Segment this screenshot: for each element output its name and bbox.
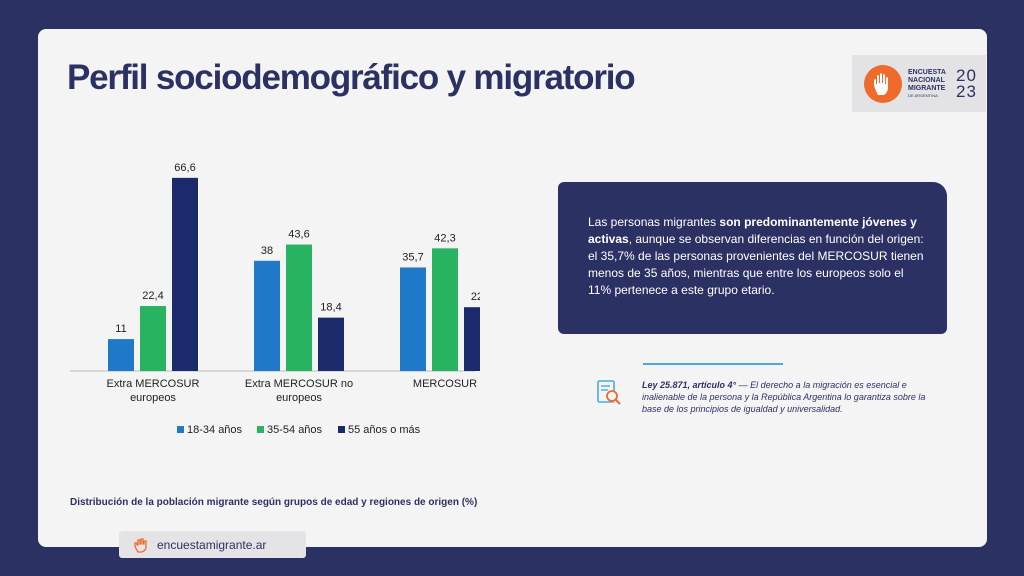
bar xyxy=(400,267,426,371)
legend-label: 18-34 años xyxy=(187,424,243,436)
bar xyxy=(254,260,280,371)
bar-chart: 11 22,4 66,6 Extra MERCOSUR europeos 38 43,6 18… xyxy=(70,162,480,436)
data-label: 66,6 xyxy=(174,162,195,174)
bar xyxy=(318,317,344,371)
bar xyxy=(140,306,166,371)
category-label: europeos xyxy=(130,392,176,404)
bar xyxy=(286,244,312,371)
legend-swatch xyxy=(338,426,345,433)
data-label: 22,4 xyxy=(142,290,163,302)
logo-year: 20 23 xyxy=(955,65,977,101)
data-label: 38 xyxy=(261,245,273,257)
data-label: 22 xyxy=(471,291,480,303)
info-box: Las personas migrantes son predominantem… xyxy=(558,182,947,334)
data-label: 42,3 xyxy=(434,232,455,244)
logo-wordmark: ENCUESTA NACIONAL MIGRANTE DE ARGENTINA xyxy=(908,69,946,98)
legend-label: 35-54 años xyxy=(267,424,323,436)
bar xyxy=(432,248,458,371)
legend-label: 55 años o más xyxy=(348,424,421,436)
data-label: 35,7 xyxy=(402,251,423,263)
document-search-icon xyxy=(597,380,621,405)
category-label: MERCOSUR xyxy=(413,378,477,390)
data-label: 43,6 xyxy=(288,229,309,241)
bar xyxy=(172,177,198,371)
info-text: Las personas migrantes son predominantem… xyxy=(588,215,924,297)
data-label: 11 xyxy=(115,323,126,335)
bar xyxy=(108,339,134,371)
legend-swatch xyxy=(257,426,264,433)
survey-logo: ENCUESTA NACIONAL MIGRANTE DE ARGENTINA … xyxy=(852,55,986,112)
hand-icon xyxy=(864,64,902,103)
category-label: europeos xyxy=(276,392,322,404)
legend-swatch xyxy=(177,426,184,433)
hand-icon xyxy=(134,537,147,553)
chart-caption: Distribución de la población migrante se… xyxy=(70,497,478,508)
divider xyxy=(643,363,783,365)
category-label: Extra MERCOSUR xyxy=(107,378,200,390)
law-quote: Ley 25.871, artículo 4° — El derecho a l… xyxy=(642,380,926,414)
website-link[interactable]: encuestamigrante.ar xyxy=(119,531,306,558)
category-label: Extra MERCOSUR no xyxy=(245,378,353,390)
website-url: encuestamigrante.ar xyxy=(157,537,267,552)
data-label: 18,4 xyxy=(320,302,341,314)
bar xyxy=(464,307,480,371)
page-title: Perfil sociodemográfico y migratorio xyxy=(67,58,636,97)
